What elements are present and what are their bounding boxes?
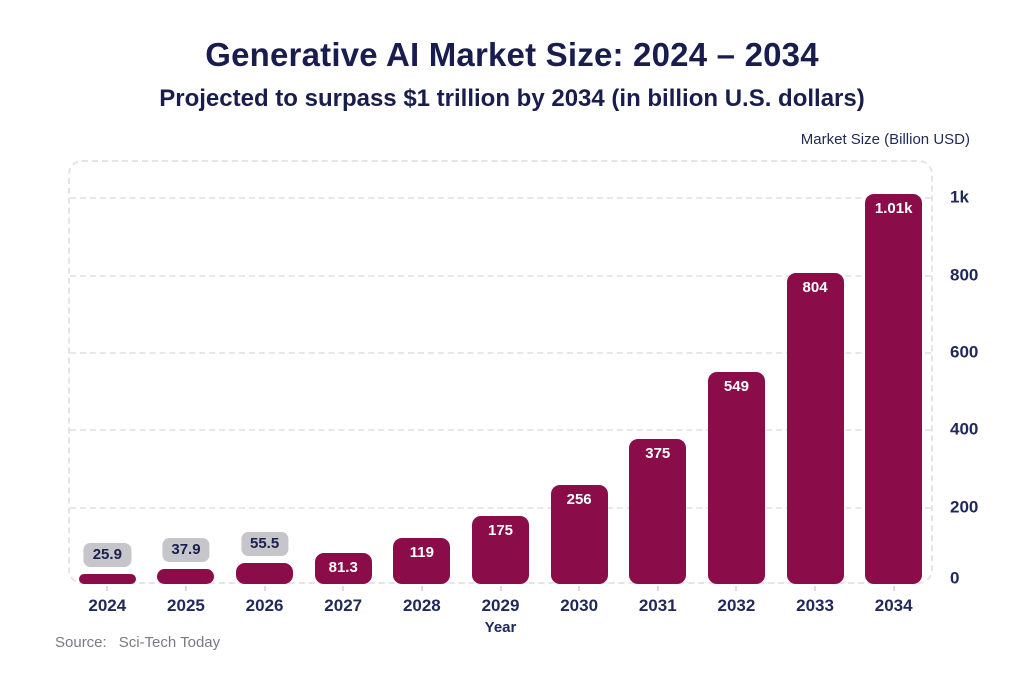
bar-value-label: 37.9 [162, 538, 210, 563]
bar-2029: 175 [472, 516, 529, 584]
bar-value-label: 375 [645, 445, 671, 463]
x-tick-label: 2029 [481, 596, 520, 615]
bar-value-label: 1.01k [874, 199, 913, 217]
y-tick-label: 600 [950, 342, 979, 362]
source-value: Sci-Tech Today [118, 634, 221, 651]
bar-value-label: 804 [802, 279, 828, 297]
y-tick-label: 0 [950, 568, 960, 588]
x-tick-mark [263, 586, 266, 591]
bar-value-label: 256 [566, 491, 592, 509]
bar-2024 [78, 573, 136, 584]
chart-title: Generative AI Market Size: 2024 – 2034 [205, 36, 819, 73]
grid-line [70, 197, 931, 200]
x-axis-title: Year [484, 619, 517, 636]
grid-line [70, 429, 931, 432]
grid-line [70, 352, 931, 355]
y-tick-label: 200 [950, 497, 979, 517]
source-label: Source: [55, 634, 107, 651]
x-tick-label: 2033 [796, 596, 834, 615]
x-tick-label: 2024 [88, 596, 127, 615]
x-tick-mark [499, 586, 502, 591]
x-tick-label: 2034 [874, 596, 913, 615]
y-tick-label: 400 [950, 419, 979, 439]
x-tick-mark [420, 586, 423, 591]
x-tick-mark [342, 586, 345, 591]
x-tick-label: 2027 [324, 596, 363, 615]
bar-value-label: 25.9 [83, 542, 131, 567]
bar-2034: 1.01k [865, 193, 923, 584]
y-tick-label: 800 [950, 265, 979, 285]
grid-line [70, 506, 931, 509]
x-tick-mark [184, 586, 187, 591]
grid-line [70, 274, 931, 277]
bar-2030: 256 [550, 485, 608, 584]
x-tick-mark [106, 586, 109, 591]
chart-subtitle: Projected to surpass $1 trillion by 2034… [159, 85, 865, 112]
y-axis-title: Market Size (Billion USD) [800, 131, 970, 148]
bar-value-label: 175 [487, 522, 514, 540]
x-tick-label: 2031 [638, 596, 677, 615]
bar-value-label: 119 [409, 544, 434, 561]
y-tick-label: 1k [950, 187, 969, 207]
x-tick-mark [656, 586, 659, 591]
x-tick-label: 2030 [560, 596, 599, 615]
bar-2026 [236, 562, 294, 584]
bar-value-label: 55.5 [240, 531, 289, 556]
bar-2032: 549 [707, 371, 765, 584]
x-tick-label: 2032 [717, 596, 756, 615]
x-tick-label: 2025 [167, 596, 205, 615]
x-tick-mark [735, 586, 738, 591]
x-tick-mark [814, 586, 817, 591]
source-line: Source: Sci-Tech Today [55, 634, 220, 651]
bar-2031: 375 [629, 439, 687, 584]
bar-value-label: 81.3 [328, 558, 358, 576]
bar-2028: 119 [393, 538, 451, 584]
x-tick-label: 2028 [402, 596, 441, 615]
bar-2033: 804 [786, 273, 844, 584]
x-tick-mark [578, 586, 581, 591]
bar-2027: 81.3 [314, 552, 372, 584]
bar-2025 [157, 569, 215, 584]
bar-value-label: 549 [723, 377, 749, 395]
x-tick-mark [892, 586, 895, 591]
x-tick-label: 2026 [245, 596, 284, 615]
